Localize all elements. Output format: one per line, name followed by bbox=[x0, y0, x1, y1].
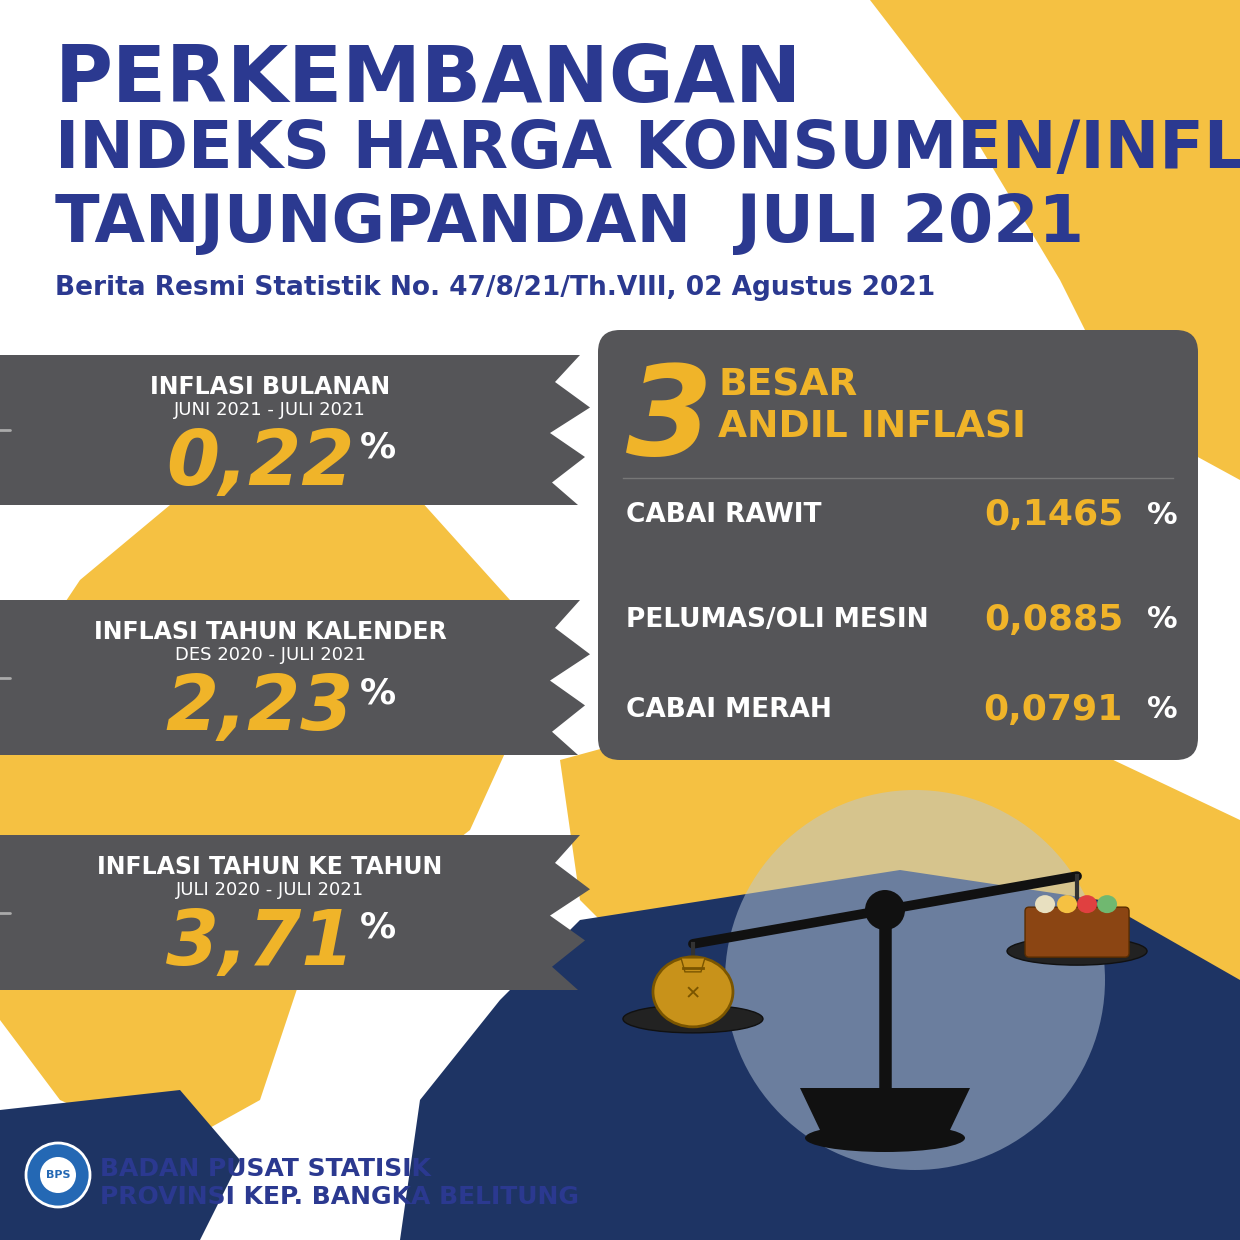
Text: BPS: BPS bbox=[46, 1171, 71, 1180]
Circle shape bbox=[26, 1143, 91, 1207]
Text: 3: 3 bbox=[626, 360, 713, 481]
Text: INDEKS HARGA KONSUMEN/INFLASI: INDEKS HARGA KONSUMEN/INFLASI bbox=[55, 118, 1240, 182]
Circle shape bbox=[866, 890, 905, 930]
Text: INFLASI TAHUN KE TAHUN: INFLASI TAHUN KE TAHUN bbox=[98, 856, 443, 879]
Text: JULI 2020 - JULI 2021: JULI 2020 - JULI 2021 bbox=[176, 880, 365, 899]
Text: %: % bbox=[1147, 501, 1178, 529]
Text: 0,0885: 0,0885 bbox=[983, 603, 1123, 637]
Text: ANDIL INFLASI: ANDIL INFLASI bbox=[718, 410, 1025, 446]
Polygon shape bbox=[0, 600, 590, 755]
Circle shape bbox=[725, 790, 1105, 1171]
Circle shape bbox=[40, 1157, 76, 1193]
Text: 0,1465: 0,1465 bbox=[983, 498, 1123, 532]
Ellipse shape bbox=[1056, 895, 1078, 913]
Polygon shape bbox=[870, 0, 1240, 480]
Polygon shape bbox=[800, 1087, 970, 1130]
Polygon shape bbox=[560, 701, 1240, 1080]
Ellipse shape bbox=[1035, 895, 1055, 913]
Text: PERKEMBANGAN: PERKEMBANGAN bbox=[55, 42, 802, 118]
Text: %: % bbox=[1147, 696, 1178, 724]
FancyBboxPatch shape bbox=[598, 330, 1198, 760]
Text: PROVINSI KEP. BANGKA BELITUNG: PROVINSI KEP. BANGKA BELITUNG bbox=[100, 1185, 579, 1209]
FancyBboxPatch shape bbox=[1025, 908, 1130, 957]
Text: %: % bbox=[360, 676, 396, 711]
Text: BESAR: BESAR bbox=[718, 368, 857, 404]
Text: DES 2020 - JULI 2021: DES 2020 - JULI 2021 bbox=[175, 646, 366, 663]
Text: TANJUNGPANDAN  JULI 2021: TANJUNGPANDAN JULI 2021 bbox=[55, 192, 1084, 255]
Polygon shape bbox=[0, 1090, 241, 1240]
Ellipse shape bbox=[1097, 895, 1117, 913]
Text: PELUMAS/OLI MESIN: PELUMAS/OLI MESIN bbox=[626, 608, 929, 632]
Text: CABAI RAWIT: CABAI RAWIT bbox=[626, 502, 821, 528]
Text: CABAI MERAH: CABAI MERAH bbox=[626, 697, 832, 723]
Text: 3,71: 3,71 bbox=[166, 906, 355, 981]
Text: 0,0791: 0,0791 bbox=[983, 693, 1123, 727]
Ellipse shape bbox=[1078, 895, 1097, 913]
Text: INFLASI TAHUN KALENDER: INFLASI TAHUN KALENDER bbox=[94, 620, 446, 644]
Polygon shape bbox=[0, 835, 590, 990]
Text: 0,22: 0,22 bbox=[166, 427, 355, 501]
Text: JUNI 2021 - JULI 2021: JUNI 2021 - JULI 2021 bbox=[174, 401, 366, 419]
Ellipse shape bbox=[653, 957, 733, 1027]
Polygon shape bbox=[681, 957, 706, 972]
Text: ✕: ✕ bbox=[684, 985, 701, 1003]
Ellipse shape bbox=[805, 1123, 965, 1152]
Text: 2,23: 2,23 bbox=[166, 672, 355, 746]
Text: %: % bbox=[360, 432, 396, 465]
Text: Berita Resmi Statistik No. 47/8/21/Th.VIII, 02 Agustus 2021: Berita Resmi Statistik No. 47/8/21/Th.VI… bbox=[55, 275, 935, 301]
Polygon shape bbox=[401, 870, 1240, 1240]
Ellipse shape bbox=[622, 1004, 763, 1033]
Polygon shape bbox=[0, 480, 520, 1149]
Text: BADAN PUSAT STATISIK: BADAN PUSAT STATISIK bbox=[100, 1157, 430, 1180]
Text: %: % bbox=[1147, 605, 1178, 635]
Text: INFLASI BULANAN: INFLASI BULANAN bbox=[150, 374, 391, 399]
Polygon shape bbox=[0, 355, 590, 505]
Text: %: % bbox=[360, 911, 396, 945]
Ellipse shape bbox=[1007, 937, 1147, 965]
